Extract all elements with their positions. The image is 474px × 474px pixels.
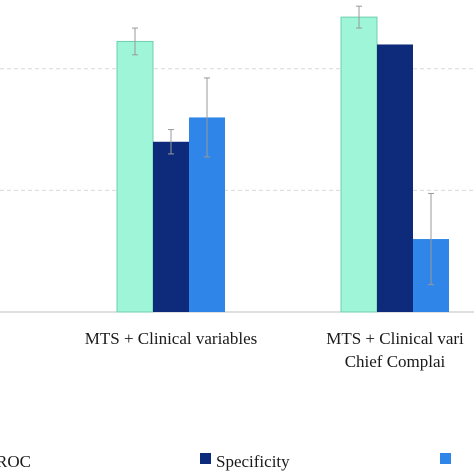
legend-label: ROC [0, 452, 31, 471]
legend-swatch [440, 453, 451, 464]
error-bars [132, 5, 434, 286]
bar [340, 16, 378, 313]
legend: ROC Specificity [0, 452, 451, 471]
bar [377, 44, 413, 312]
bar [153, 141, 189, 312]
bars [116, 16, 449, 313]
legend-swatch [200, 453, 211, 464]
bar [116, 40, 154, 313]
category-labels: MTS + Clinical variables MTS + Clinical v… [85, 329, 464, 371]
legend-label: Specificity [216, 452, 290, 471]
category-label: MTS + Clinical vari Chief Complai [326, 329, 464, 371]
category-label: MTS + Clinical variables [85, 329, 257, 348]
